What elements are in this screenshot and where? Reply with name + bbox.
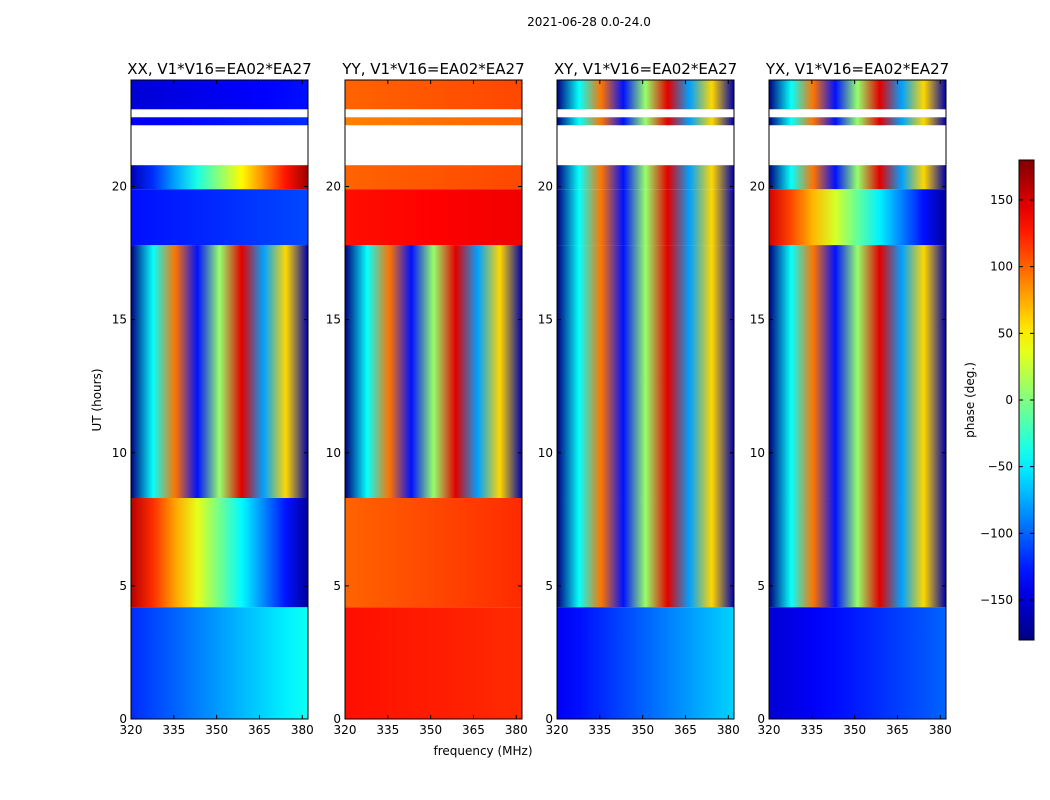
phase-band <box>769 80 946 110</box>
phase-band <box>557 117 734 126</box>
phase-band <box>345 245 522 499</box>
figure-suptitle: 2021-06-28 0.0-24.0 <box>527 15 651 29</box>
y-tick-label: 5 <box>757 579 765 593</box>
colorbar-tick-label: 0 <box>1005 393 1013 407</box>
phase-band <box>345 80 522 110</box>
x-tick-label: 335 <box>162 723 185 737</box>
phase-band <box>131 245 308 499</box>
y-tick-label: 0 <box>119 712 127 726</box>
panel-4: YX, V1*V16=EA02*EA27 320 335 350 365 380 0 5 10 1… <box>750 60 952 737</box>
panel-2: YY, V1*V16=EA02*EA27 320 335 350 365 380 0 5 10 1… <box>326 60 528 737</box>
panel-title: XX, V1*V16=EA02*EA27 <box>127 60 311 78</box>
panel-frame <box>344 79 523 720</box>
x-tick-label: 320 <box>546 723 569 737</box>
phase-band <box>345 498 522 608</box>
x-tick-label: 320 <box>334 723 357 737</box>
x-tick-label: 380 <box>291 723 314 737</box>
y-tick-label: 10 <box>112 446 127 460</box>
y-tick-label: 10 <box>750 446 765 460</box>
phase-band <box>131 165 308 190</box>
y-tick-label: 0 <box>757 712 765 726</box>
y-tick-label: 5 <box>333 579 341 593</box>
x-tick-label: 335 <box>800 723 823 737</box>
x-tick-label: 350 <box>205 723 228 737</box>
colorbar-tick-label: 50 <box>998 326 1013 340</box>
phase-band <box>557 607 734 719</box>
panel-frame <box>768 79 947 720</box>
phase-band <box>769 189 946 246</box>
panel-3: XY, V1*V16=EA02*EA27 320 335 350 365 380 0 5 10 1… <box>538 60 740 737</box>
panel-title: YY, V1*V16=EA02*EA27 <box>341 60 524 78</box>
y-tick-label: 10 <box>538 446 553 460</box>
x-tick-label: 365 <box>674 723 697 737</box>
x-tick-label: 380 <box>717 723 740 737</box>
y-tick-label: 15 <box>326 313 341 327</box>
phase-band <box>131 607 308 719</box>
x-tick-label: 365 <box>462 723 485 737</box>
phase-band <box>557 80 734 110</box>
phase-band <box>345 117 522 126</box>
x-tick-label: 320 <box>758 723 781 737</box>
phase-band <box>557 245 734 499</box>
x-tick-label: 380 <box>929 723 952 737</box>
panels-group: XX, V1*V16=EA02*EA27 320 335 350 365 380 0 5 10 1… <box>112 60 952 737</box>
x-tick-label: 350 <box>631 723 654 737</box>
y-tick-label: 20 <box>112 180 127 194</box>
phase-band <box>131 80 308 110</box>
colorbar-tick-label: −100 <box>980 526 1013 540</box>
y-tick-label: 5 <box>545 579 553 593</box>
colorbar-tick-label: 100 <box>990 260 1013 274</box>
colorbar-label: phase (deg.) <box>963 362 977 438</box>
phase-band <box>557 165 734 190</box>
phase-band <box>131 189 308 246</box>
phase-band <box>131 117 308 126</box>
x-tick-label: 365 <box>248 723 271 737</box>
colorbar: 150 100 50 0 −50 −100 −150 phase (deg.) <box>963 159 1035 641</box>
y-tick-label: 15 <box>538 313 553 327</box>
y-tick-label: 20 <box>750 180 765 194</box>
phase-band <box>345 607 522 719</box>
y-tick-label: 10 <box>326 446 341 460</box>
x-axis-label: frequency (MHz) <box>433 744 532 758</box>
colorbar-tick-label: −150 <box>980 593 1013 607</box>
phase-band <box>769 245 946 499</box>
y-tick-label: 5 <box>119 579 127 593</box>
x-tick-label: 350 <box>843 723 866 737</box>
y-tick-label: 0 <box>333 712 341 726</box>
phase-band <box>557 189 734 246</box>
y-tick-label: 15 <box>112 313 127 327</box>
x-tick-label: 335 <box>376 723 399 737</box>
y-tick-label: 0 <box>545 712 553 726</box>
x-tick-label: 335 <box>588 723 611 737</box>
panel-frame <box>556 79 735 720</box>
phase-band <box>769 498 946 608</box>
panel-1: XX, V1*V16=EA02*EA27 320 335 350 365 380 0 5 10 1… <box>112 60 314 737</box>
phase-band <box>769 117 946 126</box>
phase-band <box>345 189 522 246</box>
phase-band <box>769 607 946 719</box>
panel-title: YX, V1*V16=EA02*EA27 <box>765 60 949 78</box>
x-tick-label: 350 <box>419 723 442 737</box>
x-tick-label: 320 <box>120 723 143 737</box>
panel-title: XY, V1*V16=EA02*EA27 <box>554 60 737 78</box>
phase-band <box>769 165 946 190</box>
phase-band <box>131 498 308 608</box>
y-tick-label: 20 <box>538 180 553 194</box>
x-tick-label: 365 <box>886 723 909 737</box>
colorbar-tick-label: 150 <box>990 193 1013 207</box>
y-axis-label: UT (hours) <box>90 368 104 431</box>
phase-band <box>557 498 734 608</box>
y-tick-label: 20 <box>326 180 341 194</box>
y-tick-label: 15 <box>750 313 765 327</box>
panel-frame <box>130 79 309 720</box>
phase-band <box>345 165 522 190</box>
x-tick-label: 380 <box>505 723 528 737</box>
colorbar-tick-label: −50 <box>988 460 1013 474</box>
